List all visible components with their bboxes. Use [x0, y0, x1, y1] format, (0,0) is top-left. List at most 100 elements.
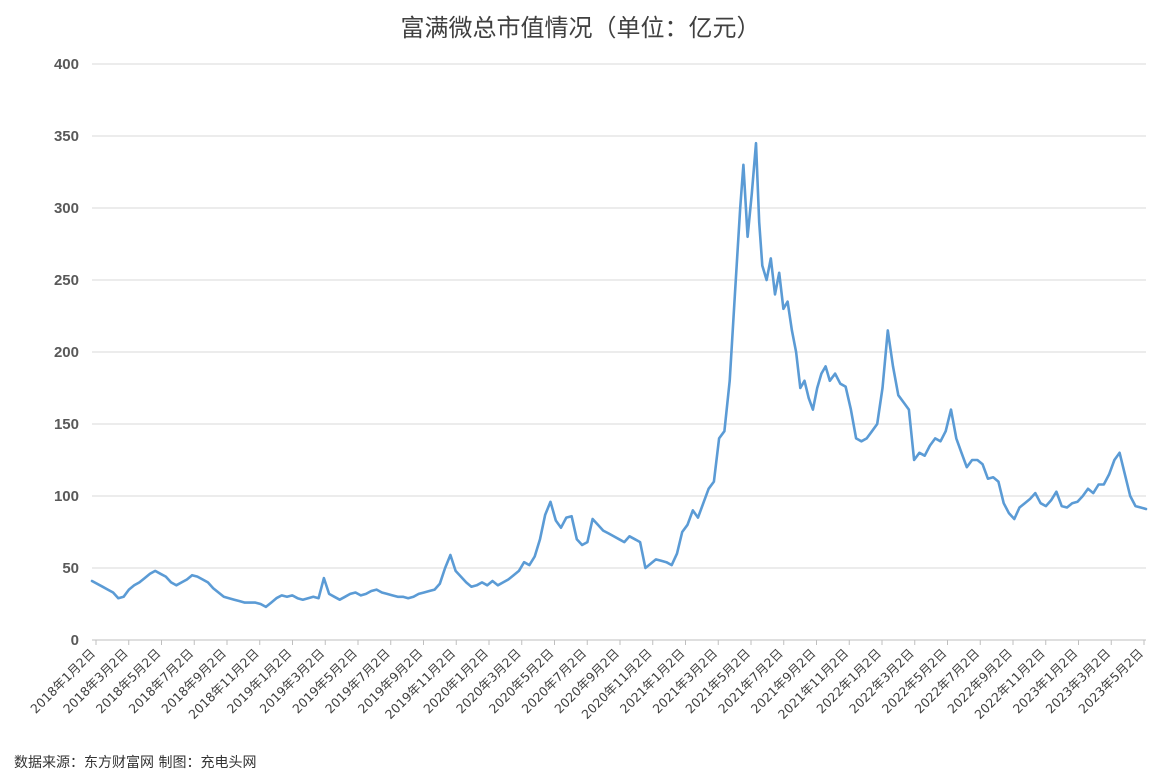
- data-point: [207, 581, 209, 584]
- data-point: [518, 570, 520, 572]
- data-point: [1008, 512, 1010, 515]
- data-point: [586, 541, 589, 543]
- data-point: [981, 463, 984, 466]
- data-point: [296, 597, 299, 599]
- data-point: [939, 440, 942, 443]
- data-point: [987, 477, 989, 480]
- data-point: [228, 597, 230, 599]
- data-point: [839, 382, 842, 385]
- data-point: [865, 437, 868, 440]
- data-point: [396, 596, 399, 598]
- market-cap-series-line: [90, 141, 1148, 609]
- data-point: [180, 581, 183, 584]
- data-point: [761, 264, 764, 267]
- data-point: [512, 574, 515, 576]
- data-point: [402, 596, 404, 598]
- data-point: [259, 603, 262, 605]
- y-tick-label: 0: [71, 632, 79, 649]
- y-tick-label: 100: [54, 488, 79, 505]
- data-point: [876, 423, 878, 425]
- data-point: [323, 577, 325, 579]
- data-point: [1124, 473, 1126, 476]
- data-point: [143, 577, 146, 579]
- data-point: [1013, 518, 1016, 520]
- data-point: [713, 480, 715, 483]
- data-point: [375, 588, 378, 591]
- data-point: [1113, 459, 1116, 461]
- data-point: [454, 570, 457, 572]
- data-point: [950, 408, 952, 411]
- data-point: [391, 594, 394, 597]
- data-point: [249, 601, 251, 604]
- data-point: [855, 437, 857, 440]
- data-point: [423, 591, 425, 594]
- data-point: [1097, 483, 1100, 486]
- data-point: [824, 365, 827, 368]
- data-point: [286, 596, 288, 598]
- data-point: [739, 207, 741, 209]
- data-point: [170, 581, 172, 584]
- data-point: [686, 524, 689, 526]
- data-point: [742, 164, 745, 166]
- data-point: [697, 516, 699, 519]
- data-point: [344, 596, 346, 598]
- data-point: [807, 397, 810, 399]
- data-point: [628, 535, 631, 538]
- data-point: [175, 584, 178, 587]
- data-point: [1134, 505, 1137, 507]
- data-point: [1129, 495, 1131, 497]
- data-point: [159, 573, 162, 575]
- x-tick-labels: 2018年1月2日2018年3月2日2018年5月2日2018年7月2日2018…: [27, 646, 1146, 722]
- data-point: [791, 329, 793, 332]
- data-point: [312, 596, 315, 598]
- data-point: [1145, 508, 1147, 510]
- data-point: [929, 444, 931, 447]
- data-point: [265, 606, 267, 608]
- y-tick-label: 400: [54, 56, 79, 73]
- source-note: 数据来源：东方财富网 制图：充电头网: [14, 755, 257, 771]
- chart-title: 富满微总市值情况（单位：亿元）: [400, 14, 761, 42]
- data-point: [1039, 502, 1042, 505]
- data-point: [799, 387, 802, 389]
- data-point: [649, 562, 652, 565]
- data-point: [365, 593, 367, 595]
- data-point: [528, 564, 531, 566]
- data-point: [570, 515, 573, 517]
- data-point: [755, 142, 757, 144]
- data-point: [576, 538, 578, 540]
- data-point: [795, 351, 797, 353]
- data-point: [560, 526, 562, 529]
- data-point: [644, 567, 647, 569]
- y-tick-label: 300: [54, 200, 79, 217]
- data-point: [782, 308, 785, 310]
- data-point: [254, 601, 257, 604]
- data-point: [634, 538, 636, 540]
- data-point: [1018, 506, 1021, 509]
- data-point: [923, 454, 926, 457]
- axis-layer: [92, 639, 1146, 645]
- data-point: [417, 593, 420, 595]
- data-point: [291, 594, 294, 597]
- data-point: [602, 529, 604, 532]
- data-point: [238, 600, 241, 602]
- data-point: [681, 531, 683, 533]
- data-point: [676, 552, 678, 555]
- data-point: [107, 588, 109, 591]
- data-point: [165, 575, 167, 578]
- data-point: [881, 387, 884, 389]
- data-point: [154, 570, 156, 572]
- data-point: [944, 430, 947, 433]
- data-point: [913, 459, 915, 461]
- data-point: [607, 532, 610, 535]
- data-point: [565, 516, 568, 519]
- data-point: [212, 587, 214, 589]
- data-point: [444, 567, 446, 569]
- data-point: [386, 593, 388, 595]
- series-layer: [90, 141, 1148, 609]
- data-point: [433, 588, 436, 591]
- data-point: [655, 558, 657, 561]
- data-point: [412, 596, 415, 598]
- data-point: [670, 564, 673, 566]
- data-point: [101, 585, 104, 588]
